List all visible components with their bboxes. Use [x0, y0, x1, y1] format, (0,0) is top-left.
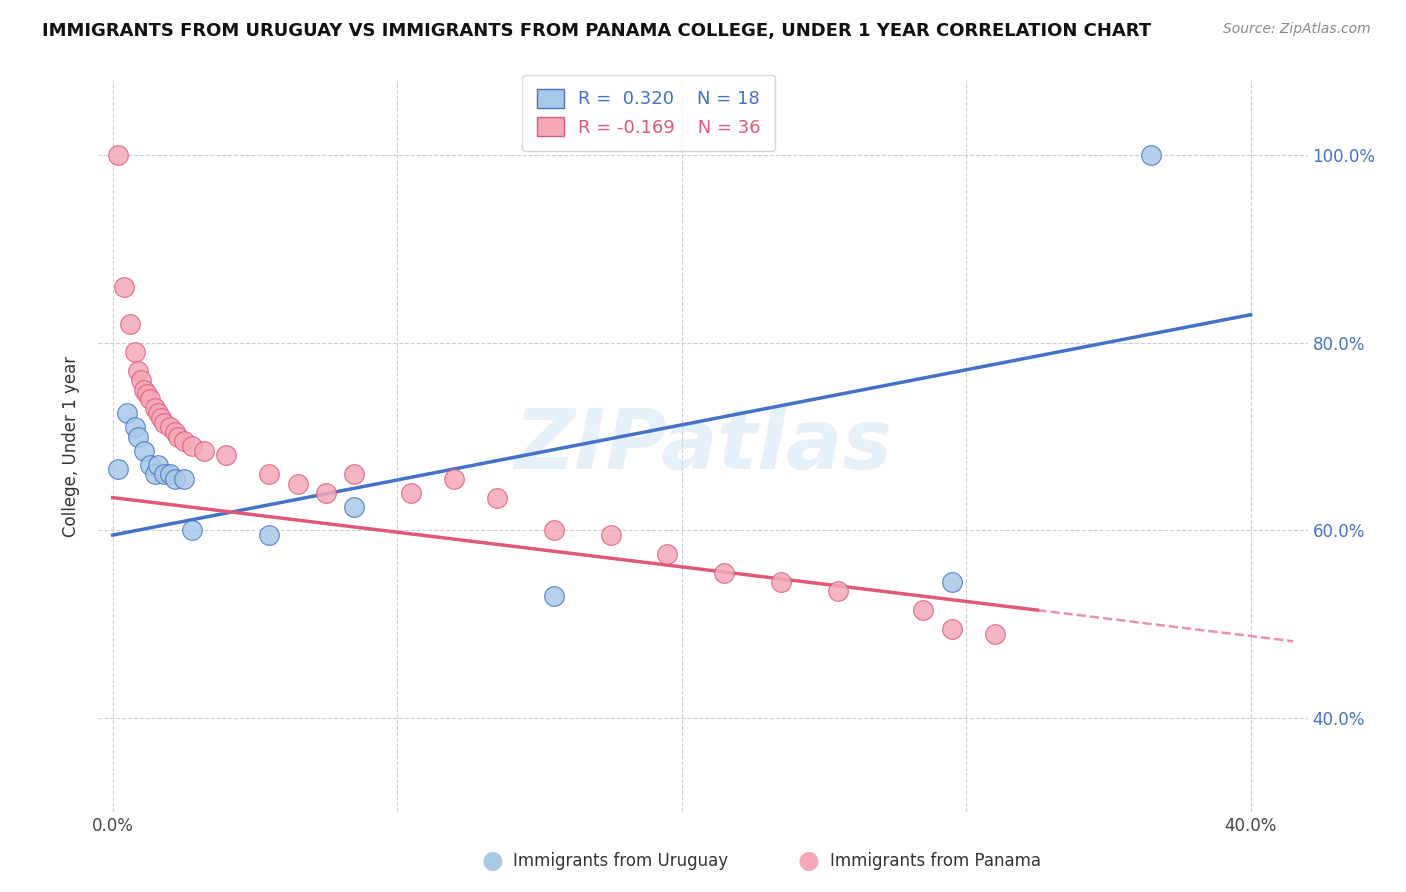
Point — [912, 603, 935, 617]
Point — [941, 622, 963, 636]
Point — [165, 425, 187, 439]
Point — [146, 406, 169, 420]
Point — [127, 429, 149, 443]
Point — [159, 467, 181, 482]
Point — [118, 317, 141, 331]
Point — [165, 472, 187, 486]
Point — [941, 574, 963, 589]
Point — [827, 584, 849, 599]
Point — [443, 472, 465, 486]
Point — [150, 410, 173, 425]
Point — [107, 462, 129, 476]
Point — [193, 443, 215, 458]
Point — [143, 401, 166, 416]
Point — [1140, 148, 1163, 162]
Point — [146, 458, 169, 472]
Point — [485, 491, 508, 505]
Point — [132, 383, 155, 397]
Point — [181, 439, 204, 453]
Point — [115, 406, 138, 420]
Point — [153, 416, 176, 430]
Point — [124, 420, 146, 434]
Text: ●: ● — [481, 849, 503, 872]
Text: Immigrants from Uruguay: Immigrants from Uruguay — [513, 852, 728, 870]
Point — [159, 420, 181, 434]
Text: IMMIGRANTS FROM URUGUAY VS IMMIGRANTS FROM PANAMA COLLEGE, UNDER 1 YEAR CORRELAT: IMMIGRANTS FROM URUGUAY VS IMMIGRANTS FR… — [42, 22, 1152, 40]
Point — [657, 547, 679, 561]
Point — [112, 279, 135, 293]
Point — [257, 528, 280, 542]
Text: ●: ● — [797, 849, 820, 872]
Point — [167, 429, 190, 443]
Point — [543, 524, 565, 538]
Point — [173, 472, 195, 486]
Text: ZIPatlas: ZIPatlas — [515, 406, 891, 486]
Point — [401, 486, 423, 500]
Point — [181, 524, 204, 538]
Text: Immigrants from Panama: Immigrants from Panama — [830, 852, 1040, 870]
Point — [543, 589, 565, 603]
Point — [124, 345, 146, 359]
Point — [138, 458, 160, 472]
Point — [129, 373, 152, 387]
Point — [135, 387, 157, 401]
Point — [132, 443, 155, 458]
Point — [713, 566, 735, 580]
Y-axis label: College, Under 1 year: College, Under 1 year — [62, 355, 80, 537]
Point — [127, 364, 149, 378]
Point — [107, 148, 129, 162]
Point — [343, 467, 366, 482]
Legend: R =  0.320    N = 18, R = -0.169    N = 36: R = 0.320 N = 18, R = -0.169 N = 36 — [522, 75, 775, 152]
Point — [315, 486, 337, 500]
Point — [173, 434, 195, 449]
Point — [138, 392, 160, 406]
Text: Source: ZipAtlas.com: Source: ZipAtlas.com — [1223, 22, 1371, 37]
Point — [983, 626, 1005, 640]
Point — [143, 467, 166, 482]
Point — [287, 476, 309, 491]
Point — [257, 467, 280, 482]
Point — [215, 449, 238, 463]
Point — [153, 467, 176, 482]
Point — [770, 574, 793, 589]
Point — [599, 528, 621, 542]
Point — [343, 500, 366, 514]
